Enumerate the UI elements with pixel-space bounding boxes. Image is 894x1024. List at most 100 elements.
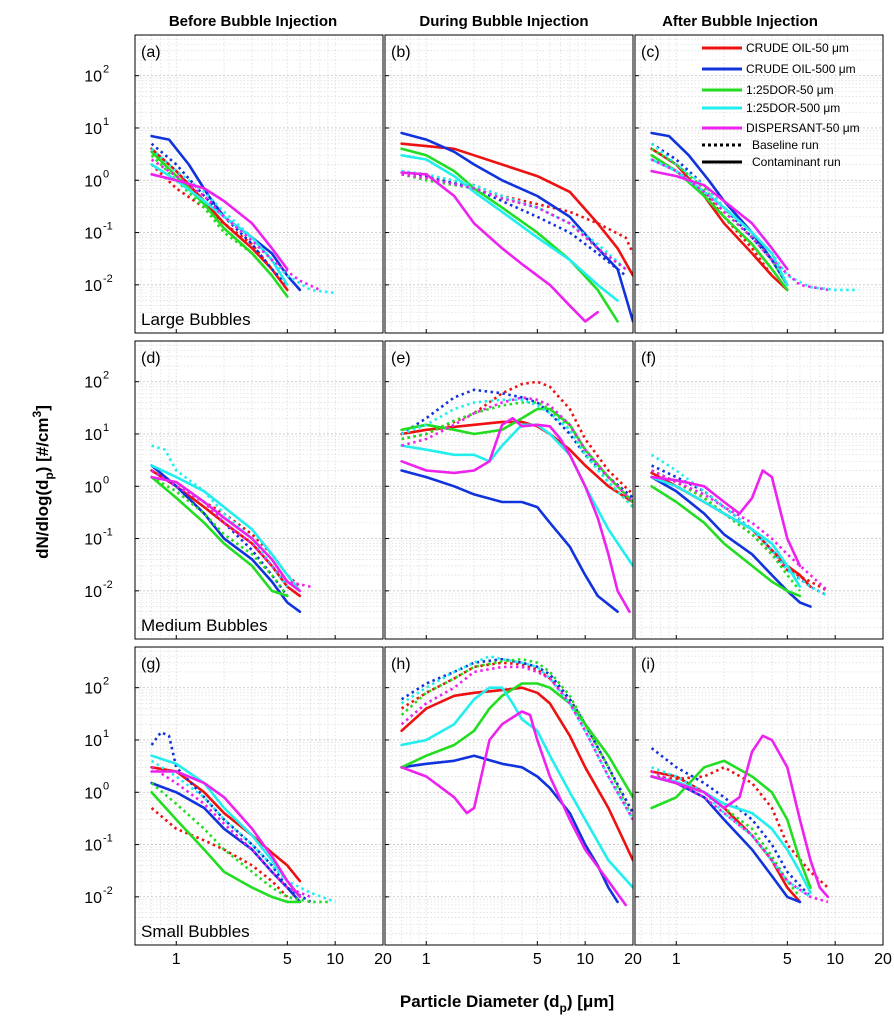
y-tick-label: 10 xyxy=(84,532,102,549)
series-dor50-baseline xyxy=(651,469,801,592)
panel-frame xyxy=(634,340,884,640)
y-tick-label: 10 xyxy=(84,479,102,496)
series-crude50-contaminant xyxy=(400,686,633,862)
series-dor50-contaminant xyxy=(150,791,302,904)
x-tick-label: 5 xyxy=(283,951,292,968)
y-tick-label: 10 xyxy=(84,890,102,907)
panel-curves xyxy=(400,380,633,613)
panel-label: (a) xyxy=(141,44,161,61)
series-dor50-baseline xyxy=(150,475,289,597)
panel-label: (b) xyxy=(391,44,411,61)
panel-label: (i) xyxy=(641,656,655,673)
panel-f: (f) xyxy=(634,340,884,640)
panel-curves xyxy=(400,131,633,323)
y-tick-exponent: -2 xyxy=(103,885,113,897)
series-disp50-baseline xyxy=(401,173,627,271)
series-dor500-baseline xyxy=(151,444,289,588)
series-disp50-baseline xyxy=(651,469,829,592)
series-crude500-contaminant xyxy=(400,131,633,323)
series-disp50-contaminant xyxy=(400,710,627,907)
legend-label-crude500: CRUDE OIL-500 μm xyxy=(746,62,856,76)
panel-a: (a) Large Bubbles xyxy=(134,34,384,334)
panel-curves xyxy=(150,134,336,298)
panel-c: (c) xyxy=(634,34,884,334)
series-crude50-baseline xyxy=(401,169,633,254)
y-tick-label: 10 xyxy=(84,121,102,138)
y-tick-exponent: 2 xyxy=(103,676,109,688)
legend-label-baseline: Baseline run xyxy=(752,138,819,152)
row-label: Small Bubbles xyxy=(141,922,250,941)
x-tick-label: 1 xyxy=(422,951,431,968)
series-crude500-contaminant xyxy=(650,475,812,608)
x-tick-label: 20 xyxy=(374,951,392,968)
panel-frame xyxy=(134,34,384,334)
series-dor50-baseline xyxy=(150,154,273,277)
panel-frame xyxy=(384,646,634,946)
series-dor500-baseline xyxy=(651,766,812,898)
panel-curves xyxy=(150,731,336,904)
series-dor500-contaminant xyxy=(400,154,619,302)
column-title-before: Before Bubble Injection xyxy=(169,13,337,30)
y-tick-label: 10 xyxy=(84,838,102,855)
y-tick-exponent: 0 xyxy=(103,780,109,792)
panel-i: (i) xyxy=(634,646,884,946)
y-tick-label: 10 xyxy=(84,278,102,295)
x-axis-label: Particle Diameter (dp) [μm] xyxy=(400,992,614,1015)
panel-label: (f) xyxy=(641,350,656,367)
panel-frame xyxy=(134,340,384,640)
panel-curves xyxy=(650,453,829,608)
row-label: Medium Bubbles xyxy=(141,616,268,635)
y-axis-label: dN/dlog(dp) [#/cm3] xyxy=(30,405,56,559)
panel-grid xyxy=(635,34,884,333)
legend-label-dor50: 1:25DOR-50 μm xyxy=(746,83,834,97)
panel-curves xyxy=(400,654,633,907)
y-tick-label: 10 xyxy=(84,226,102,243)
panel-d: (d) Medium Bubbles xyxy=(134,340,384,640)
series-crude50-contaminant xyxy=(400,142,633,277)
y-tick-label: 10 xyxy=(84,785,102,802)
panel-label: (g) xyxy=(141,656,161,673)
series-disp50-contaminant xyxy=(650,469,802,568)
panel-background xyxy=(635,35,883,333)
x-tick-label: 1 xyxy=(172,951,181,968)
x-tick-label: 5 xyxy=(533,951,542,968)
series-dor50-contaminant xyxy=(400,682,633,799)
series-crude500-baseline xyxy=(650,747,812,898)
y-tick-label: 10 xyxy=(84,427,102,444)
x-tick-label: 20 xyxy=(874,951,892,968)
y-tick-label: 10 xyxy=(84,69,102,86)
series-disp50-contaminant xyxy=(150,770,302,899)
series-disp50-baseline xyxy=(401,396,633,503)
panel-frame xyxy=(634,34,884,334)
series-crude500-contaminant xyxy=(400,469,619,613)
series-disp50-contaminant xyxy=(400,171,599,323)
y-tick-exponent: 2 xyxy=(103,64,109,76)
series-disp50-contaminant xyxy=(150,475,302,593)
series-dor50-baseline xyxy=(150,782,328,904)
series-dor50-contaminant xyxy=(150,150,289,298)
panel-frame xyxy=(384,340,634,640)
series-dor500-baseline xyxy=(650,142,859,292)
panel-curves xyxy=(650,131,859,292)
y-tick-exponent: -1 xyxy=(103,833,113,845)
legend: CRUDE OIL-50 μm CRUDE OIL-500 μm 1:25DOR… xyxy=(702,41,860,169)
series-dor50-baseline xyxy=(401,401,633,509)
panel-label: (h) xyxy=(391,656,411,673)
panels: (a)Large Bubbles(b) (c)(d)Medium Bubbles(… xyxy=(134,34,884,946)
y-tick-exponent: -2 xyxy=(103,273,113,285)
panel-h: (h) xyxy=(384,646,634,946)
legend-label-dor500: 1:25DOR-500 μm xyxy=(746,101,840,115)
x-tick-label: 1 xyxy=(672,951,681,968)
panel-background xyxy=(135,647,383,945)
column-titles: Before Bubble Injection During Bubble In… xyxy=(169,13,818,30)
y-tick-label: 10 xyxy=(84,173,102,190)
series-dor50-contaminant xyxy=(150,475,289,598)
series-dor500-contaminant xyxy=(150,464,302,593)
panel-e: (e) xyxy=(384,340,634,640)
y-tick-exponent: -1 xyxy=(103,527,113,539)
y-tick-exponent: 0 xyxy=(103,168,109,180)
series-disp50-baseline xyxy=(400,665,633,821)
series-disp50-baseline xyxy=(651,158,829,292)
y-tick-exponent: -1 xyxy=(103,221,113,233)
column-title-during: During Bubble Injection xyxy=(419,13,588,30)
